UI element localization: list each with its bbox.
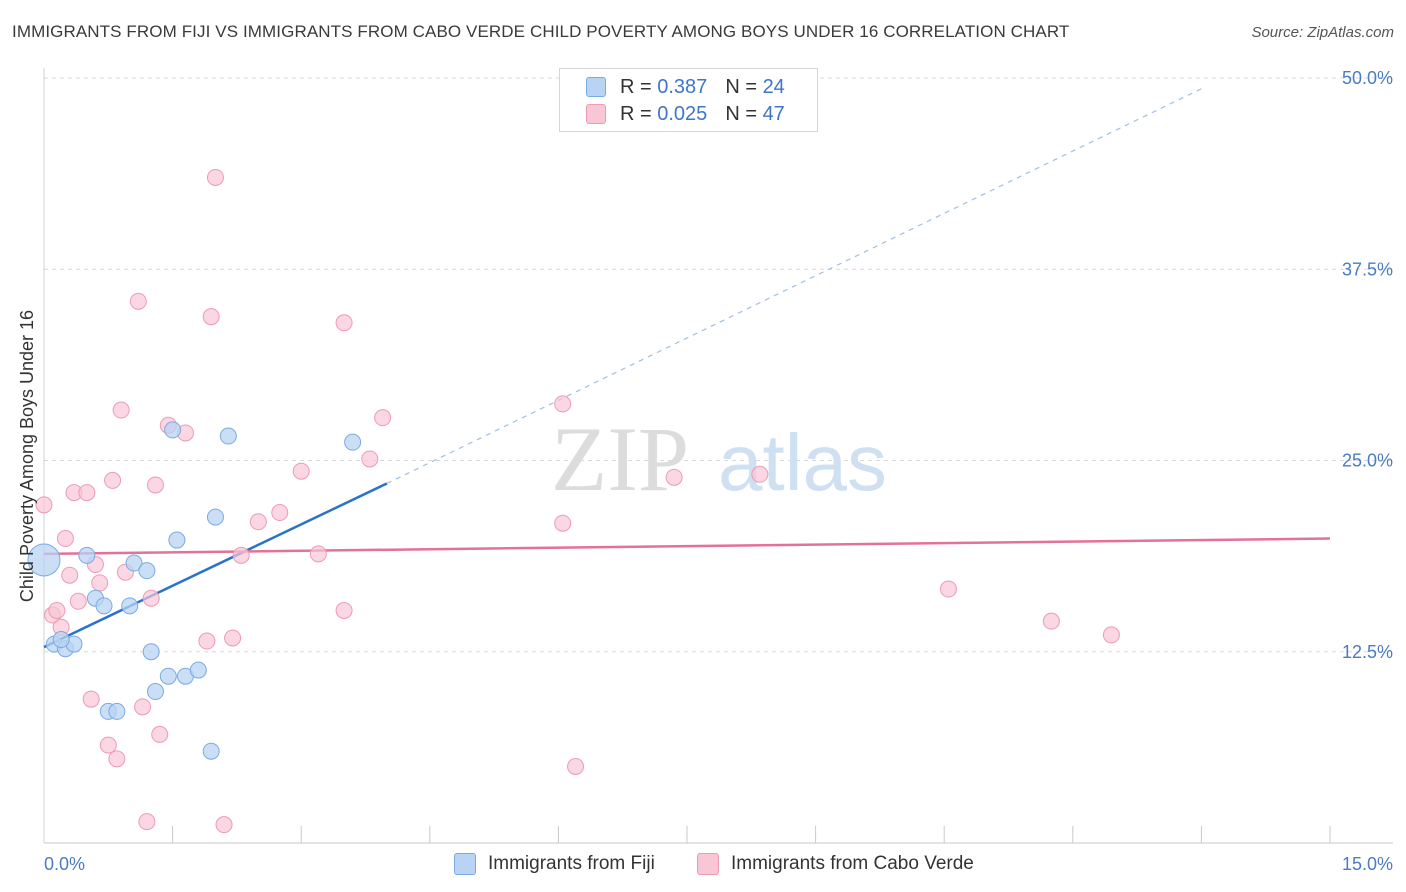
cabo-verde-point (292, 462, 310, 480)
fiji-point (344, 433, 362, 451)
fiji-point (108, 702, 126, 720)
cabo-verde-point (142, 589, 160, 607)
legend-n-value: 24 (762, 75, 785, 98)
fiji-trend-line (43, 482, 388, 649)
trend-lines (43, 88, 1331, 649)
cabo-verde-point (69, 592, 87, 610)
legend-n-value: 47 (762, 102, 785, 125)
cabo-verde-point (335, 601, 353, 619)
cabo-verde-point (335, 314, 353, 332)
cabo-verde-point (78, 484, 96, 502)
y-tick-label: 50.0% (1342, 68, 1393, 88)
fiji-point (142, 643, 160, 661)
watermark-atlas: atlas (718, 418, 887, 507)
cabo-verde-point (249, 513, 267, 531)
cabo-verde-point (665, 468, 683, 486)
cabo-verde-point (56, 530, 74, 548)
legend-r-label: R = (620, 75, 652, 98)
legend-n-label: N = (725, 102, 757, 125)
cabo-verde-point (1042, 612, 1060, 630)
source-credit: Source: ZipAtlas.com (1251, 24, 1394, 41)
y-tick-label: 12.5% (1342, 642, 1393, 662)
cabo-verde-point (35, 496, 53, 514)
series-cabo-verde-points (35, 168, 1120, 834)
bottom-legend-label-cabo-verde: Immigrants from Cabo Verde (731, 853, 974, 874)
fiji-point (168, 531, 186, 549)
y-tick-label: 37.5% (1342, 259, 1393, 279)
chart-title: IMMIGRANTS FROM FIJI VS IMMIGRANTS FROM … (12, 22, 1070, 41)
cabo-verde-point (151, 725, 169, 743)
x-tick-label-max: 15.0% (1342, 854, 1393, 874)
fiji-point (202, 742, 220, 760)
legend-swatch-cabo-verde (586, 104, 606, 124)
cabo-verde-point (361, 450, 379, 468)
cabo-verde-point (91, 574, 109, 592)
bottom-legend-swatch-fiji (454, 853, 476, 875)
cabo-verde-point (112, 401, 130, 419)
cabo-verde-point (202, 308, 220, 326)
fiji-point (219, 427, 237, 445)
cabo-verde-trend-line (43, 537, 1331, 556)
legend-row-cabo-verde: R = 0.025 N = 47 (586, 103, 785, 125)
legend-row-fiji: R = 0.387 N = 24 (586, 76, 785, 98)
cabo-verde-point (939, 580, 957, 598)
cabo-verde-point (198, 632, 216, 650)
cabo-verde-point (309, 545, 327, 563)
cabo-verde-point (104, 471, 122, 489)
cabo-verde-point (61, 566, 79, 584)
stats-legend: R = 0.387 N = 24 R = 0.025 N = 47 (559, 68, 818, 132)
x-axis (43, 826, 1393, 844)
legend-r-value: 0.025 (657, 102, 708, 125)
cabo-verde-point (374, 409, 392, 427)
bottom-legend-fiji: Immigrants from Fiji (454, 852, 655, 876)
bottom-legend-swatch-cabo-verde (697, 853, 719, 875)
watermark-zip: ZIP (551, 408, 689, 510)
cabo-verde-point (224, 629, 242, 647)
fiji-point (189, 661, 207, 679)
y-tick-labels: 12.5% 25.0% 37.5% 50.0% (1342, 68, 1393, 662)
x-tick-label-min: 0.0% (44, 854, 85, 874)
cabo-verde-point (554, 514, 572, 532)
y-tick-label: 25.0% (1342, 451, 1393, 471)
cabo-verde-point (1102, 626, 1120, 644)
cabo-verde-point (82, 690, 100, 708)
fiji-point (164, 421, 182, 439)
fiji-point (138, 562, 156, 580)
grid-lines (44, 77, 1393, 653)
legend-r-value: 0.387 (657, 75, 708, 98)
cabo-verde-point (206, 168, 224, 186)
fiji-point (146, 683, 164, 701)
fiji-trend-extension (386, 88, 1202, 484)
fiji-point (121, 597, 139, 615)
cabo-verde-point (134, 698, 152, 716)
cabo-verde-point (751, 465, 769, 483)
series-fiji-points (27, 421, 362, 760)
legend-r-label: R = (620, 102, 652, 125)
fiji-point (52, 631, 70, 649)
cabo-verde-point (138, 813, 156, 831)
cabo-verde-point (215, 816, 233, 834)
cabo-verde-point (146, 476, 164, 494)
cabo-verde-point (108, 750, 126, 768)
cabo-verde-point (567, 758, 585, 775)
fiji-point (27, 543, 61, 577)
cabo-verde-point (271, 504, 289, 522)
legend-swatch-fiji (586, 77, 606, 97)
cabo-verde-point (48, 601, 66, 619)
fiji-point (159, 667, 177, 685)
legend-n-label: N = (725, 75, 757, 98)
cabo-verde-point (232, 546, 250, 564)
cabo-verde-point (554, 395, 572, 413)
fiji-point (78, 546, 96, 564)
bottom-legend-label-fiji: Immigrants from Fiji (488, 853, 655, 874)
fiji-point (125, 554, 143, 572)
y-axis-label: Child Poverty Among Boys Under 16 (17, 310, 37, 602)
fiji-point (206, 508, 224, 526)
fiji-point (95, 597, 113, 615)
cabo-verde-point (99, 736, 117, 754)
bottom-legend-cabo-verde: Immigrants from Cabo Verde (697, 852, 974, 876)
cabo-verde-point (129, 292, 147, 310)
